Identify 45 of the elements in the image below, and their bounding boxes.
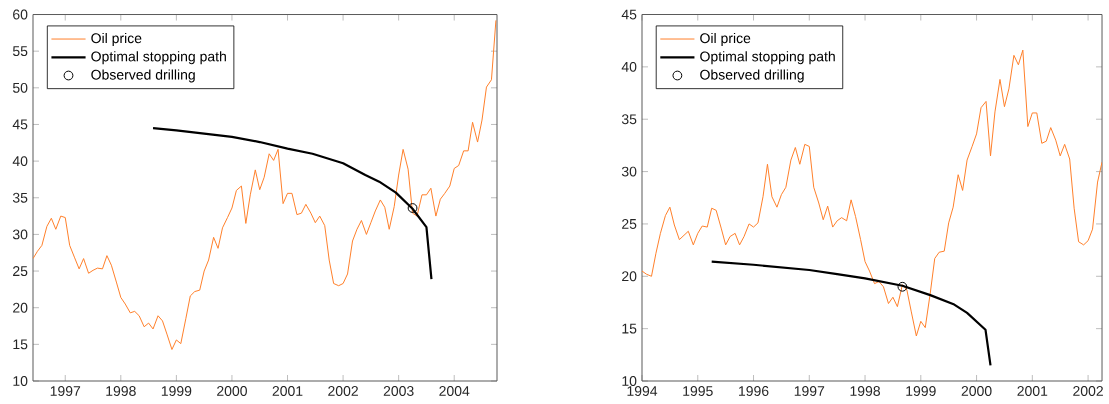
y-tick-label: 25 — [622, 219, 637, 229]
y-tick-label: 45 — [621, 9, 637, 20]
y-tick-label: 30 — [12, 229, 28, 240]
y-tick-label: 10 — [622, 376, 637, 386]
y-tick-label: 55 — [12, 46, 28, 57]
x-tick-label: 1998 — [106, 386, 136, 396]
y-tick-label: 35 — [621, 114, 637, 125]
x-tick-label: 2000 — [217, 386, 247, 396]
y-tick-label: 40 — [12, 156, 28, 167]
y-tick-label: 30 — [621, 166, 637, 177]
x-tick-label: 1999 — [906, 386, 936, 396]
line-series — [151, 127, 433, 281]
legend-label: Observed drilling — [91, 69, 195, 83]
legend-label: Oil price — [91, 32, 142, 46]
x-tick-label: 2002 — [1073, 386, 1103, 396]
y-tick-label: 35 — [12, 192, 28, 203]
x-tick-label: 1995 — [683, 386, 713, 396]
x-tick-label: 2001 — [272, 386, 303, 396]
x-tick-label: 1997 — [50, 386, 81, 396]
x-tick-label: 1994 — [627, 386, 658, 396]
legend-label: Observed drilling — [700, 69, 804, 83]
y-tick-label: 20 — [13, 302, 28, 313]
y-tick-label: 40 — [621, 61, 637, 72]
x-tick-label: 1998 — [850, 386, 881, 396]
y-tick-label: 15 — [622, 323, 637, 334]
x-tick-label: 1999 — [161, 386, 192, 396]
legend-label: Optimal stopping path — [700, 51, 835, 65]
y-tick-label: 15 — [13, 339, 28, 350]
y-tick-label: 50 — [12, 82, 28, 93]
y-tick-label: 10 — [13, 376, 28, 386]
x-tick-label: 2001 — [1017, 386, 1048, 396]
legend-label: Optimal stopping path — [91, 51, 226, 65]
legend-label: Oil price — [700, 32, 751, 46]
y-tick-label: 25 — [13, 266, 28, 276]
line-series — [33, 19, 497, 350]
x-tick-label: 2003 — [383, 386, 414, 396]
y-tick-label: 20 — [622, 271, 637, 282]
x-tick-label: 2002 — [328, 386, 358, 396]
x-tick-label: 2004 — [439, 386, 470, 396]
y-tick-label: 60 — [13, 9, 28, 20]
x-tick-label: 2000 — [961, 386, 992, 396]
x-tick-label: 1997 — [794, 386, 825, 396]
x-tick-label: 1996 — [739, 386, 769, 396]
line-series — [710, 260, 992, 367]
y-tick-label: 45 — [12, 119, 28, 130]
